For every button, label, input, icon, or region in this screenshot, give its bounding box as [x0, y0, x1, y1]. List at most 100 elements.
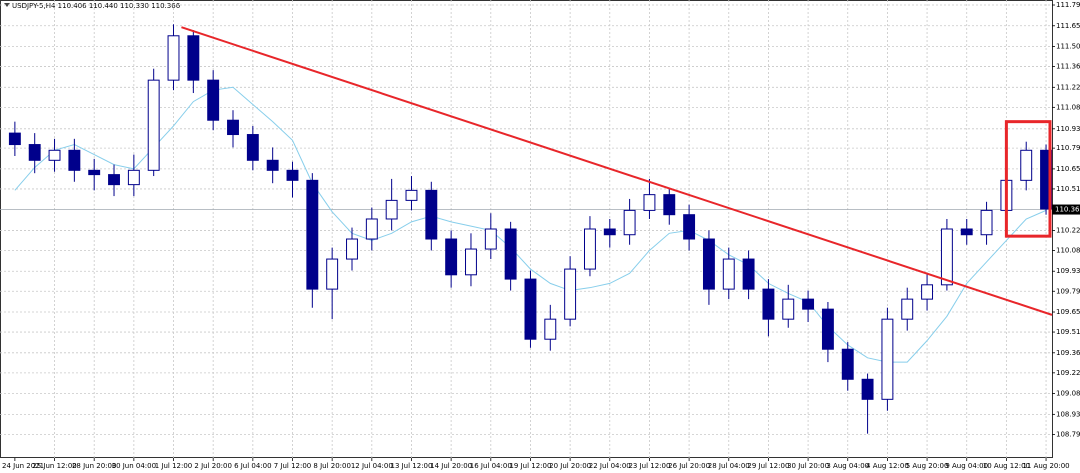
y-tick-label: 111.220: [1056, 83, 1080, 91]
candle-body: [1040, 149, 1053, 210]
candle-body: [28, 144, 41, 161]
candle-body: [861, 378, 874, 400]
y-tick-label: 110.080: [1056, 246, 1080, 254]
candle-body: [960, 228, 973, 236]
y-tick-label: 111.080: [1056, 103, 1080, 111]
x-tick-label: 19 Jul 12:00: [509, 462, 551, 470]
candle-body: [306, 179, 319, 290]
x-tick-label: 6 Jul 04:00: [234, 462, 272, 470]
y-tick-label: 109.795: [1056, 287, 1080, 295]
candle-body: [921, 284, 934, 300]
y-tick-label: 110.795: [1056, 144, 1080, 152]
candle-body: [286, 169, 299, 181]
x-tick-label: 30 Jun 04:00: [112, 462, 156, 470]
highlight-box: [1004, 120, 1052, 238]
y-tick-label: 111.795: [1056, 1, 1080, 9]
x-tick-label: 12 Jul 04:00: [351, 462, 393, 470]
candle-body: [365, 218, 378, 240]
x-tick-label: 16 Jul 04:00: [470, 462, 512, 470]
candle-body: [901, 298, 914, 320]
y-tick-label: 111.505: [1056, 43, 1080, 51]
x-tick-label: 25 Jun 12:00: [32, 462, 76, 470]
candle-body: [980, 209, 993, 236]
x-tick-label: 13 Jul 12:00: [390, 462, 432, 470]
y-tick-label: 108.935: [1056, 410, 1080, 418]
x-tick-label: 11 Aug 20:00: [1022, 462, 1069, 470]
candle-body: [385, 199, 398, 220]
candle-body: [68, 149, 81, 171]
grid: [0, 0, 1052, 458]
candle-body: [1020, 149, 1033, 181]
candle-body: [504, 228, 517, 280]
candle-body: [127, 169, 140, 186]
candle-body: [782, 298, 795, 320]
candle-body: [88, 169, 101, 176]
candle-body: [821, 308, 834, 350]
y-tick-label: 110.930: [1056, 125, 1080, 133]
candle-body: [108, 174, 120, 186]
plot-frame: [0, 0, 1053, 458]
y-tick-label: 110.510: [1056, 185, 1080, 193]
y-tick-label: 110.220: [1056, 226, 1080, 234]
x-tick-label: 30 Jul 20:00: [787, 462, 829, 470]
symbol-icon: [4, 3, 10, 7]
x-tick-label: 24 Jun 2021: [2, 462, 44, 470]
candle-body: [346, 238, 358, 260]
candle-body: [167, 35, 180, 81]
y-tick-label: 110.650: [1056, 165, 1080, 173]
y-tick-label: 109.935: [1056, 267, 1080, 275]
x-tick-label: 3 Aug 04:00: [826, 462, 869, 470]
candle-body: [702, 238, 715, 290]
candle-body: [445, 238, 458, 276]
candle-body: [48, 149, 61, 161]
x-tick-label: 10 Aug 12:00: [983, 462, 1030, 470]
candle-body: [227, 119, 239, 136]
x-tick-label: 7 Jul 12:00: [274, 462, 312, 470]
y-tick-label: 111.365: [1056, 63, 1080, 71]
x-tick-label: 28 Jun 20:00: [72, 462, 116, 470]
candle-body: [484, 228, 497, 250]
candle-body: [8, 132, 21, 146]
candle-body: [425, 189, 438, 240]
x-tick-label: 8 Jul 20:00: [313, 462, 351, 470]
candle-body: [465, 248, 477, 276]
y-tick-label: 111.650: [1056, 22, 1080, 30]
chart-title: USDJPY-5,H4 110.406 110.440 110.330 110.…: [12, 2, 181, 10]
candle-body: [722, 258, 735, 290]
x-tick-label: 14 Jul 20:00: [430, 462, 472, 470]
candle-body: [147, 79, 160, 171]
x-tick-label: 20 Jul 20:00: [549, 462, 591, 470]
moving-average: [14, 86, 1047, 363]
y-tick-label: 109.650: [1056, 308, 1080, 316]
candle-body: [623, 209, 636, 236]
x-tick-label: 1 Jul 12:00: [155, 462, 193, 470]
x-tick-label: 4 Aug 12:00: [866, 462, 909, 470]
y-tick-label: 108.795: [1056, 430, 1080, 438]
candle-body: [544, 318, 557, 340]
candle-body: [246, 134, 259, 161]
candle-body: [405, 189, 418, 201]
y-tick-label: 109.510: [1056, 328, 1080, 336]
candle-body: [802, 298, 815, 310]
x-tick-label: 5 Aug 20:00: [906, 462, 949, 470]
x-tick-label: 28 Jul 04:00: [708, 462, 750, 470]
x-tick-label: 2 Jul 20:00: [194, 462, 232, 470]
trendline: [181, 26, 1053, 316]
candle-body: [940, 228, 953, 286]
current-price-box: [1052, 204, 1080, 215]
candle-body: [326, 258, 339, 290]
candle-body: [187, 35, 200, 81]
y-tick-label: 109.080: [1056, 390, 1080, 398]
candle-body: [207, 79, 220, 121]
candle-body: [663, 194, 676, 216]
candle-body: [881, 318, 894, 400]
candle-body: [841, 348, 854, 380]
x-tick-label: 9 Aug 04:00: [945, 462, 988, 470]
x-tick-label: 26 Jul 20:00: [668, 462, 710, 470]
x-tick-label: 29 Jul 12:00: [747, 462, 789, 470]
candle-body: [524, 278, 537, 340]
candle-body: [762, 288, 775, 320]
x-tick-label: 22 Jul 04:00: [589, 462, 631, 470]
candle-body: [742, 258, 755, 290]
